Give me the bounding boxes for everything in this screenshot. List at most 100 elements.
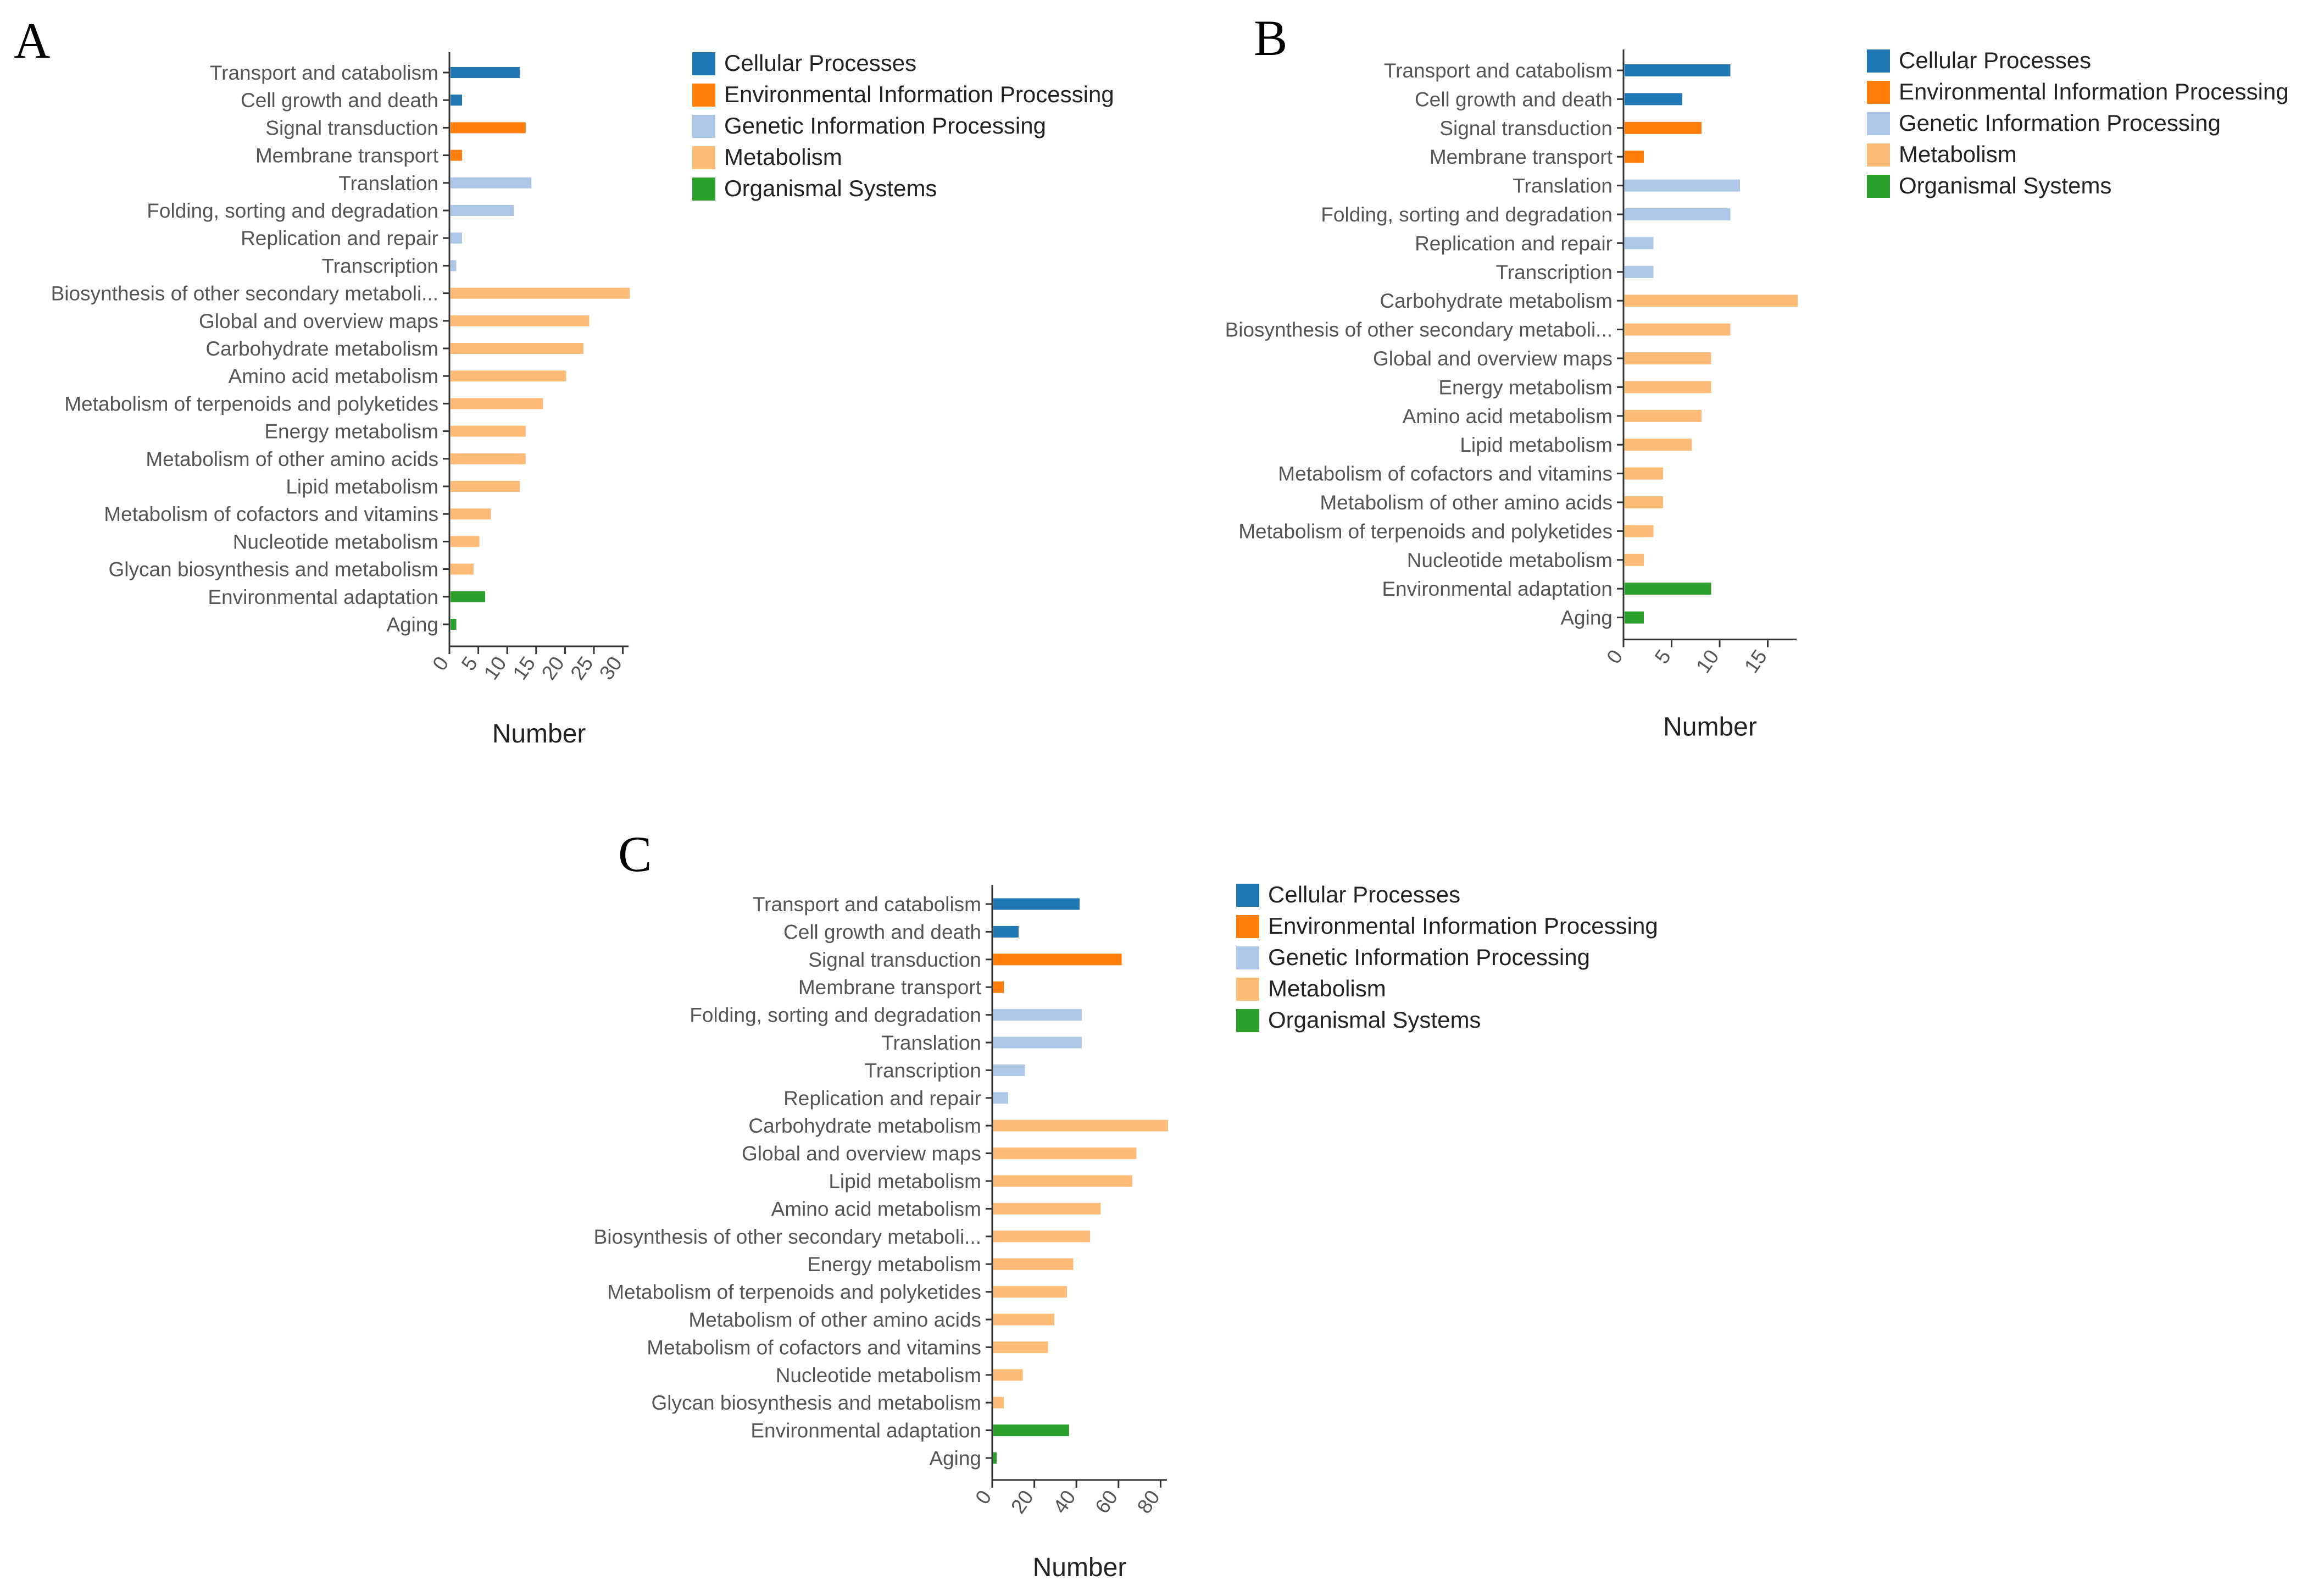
bar	[451, 67, 520, 78]
bar	[993, 1119, 1168, 1132]
x-tick-label: 5	[1650, 646, 1675, 668]
x-tick-label: 15	[508, 652, 540, 684]
bar	[993, 1369, 1023, 1381]
legend-swatch	[692, 178, 715, 201]
category-label: Signal transduction	[265, 117, 438, 139]
bar	[1625, 323, 1731, 336]
legend-label: Genetic Information Processing	[724, 113, 1046, 138]
category-label: Translation	[1513, 175, 1613, 197]
category-label: Replication and repair	[1415, 232, 1613, 254]
bar	[1625, 265, 1654, 278]
category-label: Metabolism of cofactors and vitamins	[647, 1336, 981, 1359]
category-label: Glycan biosynthesis and metabolism	[108, 558, 438, 581]
bar	[1625, 553, 1644, 566]
bar	[451, 149, 463, 161]
category-label: Amino acid metabolism	[1403, 405, 1613, 428]
x-tick-label: 10	[480, 652, 511, 684]
legend-swatch	[1867, 175, 1890, 198]
bar	[451, 205, 514, 216]
bar	[1625, 208, 1731, 220]
bar	[993, 898, 1080, 910]
category-label: Translation	[338, 172, 438, 195]
category-label: Transport and catabolism	[1384, 59, 1613, 82]
category-label: Nucleotide metabolism	[776, 1364, 981, 1387]
legend-label: Organismal Systems	[1899, 173, 2111, 198]
category-label: Folding, sorting and degradation	[690, 1004, 981, 1027]
category-label: Lipid metabolism	[286, 475, 438, 498]
bar	[993, 1424, 1069, 1437]
category-label: Aging	[386, 613, 438, 636]
x-tick-label: 20	[1007, 1486, 1038, 1517]
x-tick-label: 15	[1740, 646, 1771, 677]
bar	[451, 481, 520, 492]
category-label: Energy metabolism	[264, 420, 438, 443]
chart-panel-b: B Transport and catabolism Cell growth and…	[1225, 10, 2289, 742]
bar	[993, 1202, 1101, 1215]
category-label: Replication and repair	[783, 1087, 981, 1110]
x-tick-label: 20	[537, 652, 569, 684]
category-label: Biosynthesis of other secondary metaboli…	[51, 282, 438, 305]
bar	[451, 260, 457, 271]
bar	[1625, 439, 1692, 451]
chart-panel-c: C Transport and catabolism Cell growth and…	[594, 826, 1658, 1582]
x-tick-label: 0	[428, 652, 453, 674]
category-label: Metabolism of other amino acids	[1320, 491, 1613, 514]
bar	[451, 563, 474, 575]
category-label: Metabolism of other amino acids	[146, 448, 438, 470]
x-tick-label: 0	[971, 1486, 996, 1508]
category-label: Metabolism of terpenoids and polyketides	[1238, 520, 1613, 542]
bar	[1625, 151, 1644, 163]
bar	[993, 1064, 1025, 1076]
category-label: Transcription	[322, 254, 438, 277]
category-label: Energy metabolism	[1438, 376, 1613, 398]
bar	[1625, 121, 1702, 134]
category-label: Carbohydrate metabolism	[1380, 290, 1613, 312]
bar	[1625, 583, 1711, 595]
category-label: Carbohydrate metabolism	[205, 337, 438, 360]
x-tick-label: 80	[1133, 1486, 1164, 1517]
bar	[993, 1341, 1048, 1353]
bar	[451, 370, 566, 382]
x-tick-label: 25	[566, 652, 597, 684]
bar	[993, 925, 1019, 938]
bar	[451, 232, 463, 244]
legend-swatch	[1236, 915, 1259, 938]
bar	[451, 453, 526, 464]
category-label: Folding, sorting and degradation	[147, 199, 438, 222]
panel-letter: B	[1254, 10, 1287, 66]
category-label: Global and overview maps	[199, 310, 438, 332]
category-label: Environmental adaptation	[208, 586, 438, 608]
bar	[993, 1313, 1055, 1326]
bar	[451, 591, 486, 602]
category-label: Membrane transport	[255, 145, 439, 167]
bar	[1625, 381, 1711, 393]
bar	[1625, 93, 1682, 106]
bar	[1625, 352, 1711, 364]
category-label: Global and overview maps	[742, 1143, 981, 1165]
category-label: Signal transduction	[1439, 117, 1613, 140]
category-label: Membrane transport	[1430, 146, 1613, 168]
category-label: Metabolism of terpenoids and polyketides	[64, 392, 438, 415]
legend-label: Metabolism	[1899, 141, 2017, 167]
legend-swatch	[692, 52, 715, 75]
category-label: Cell growth and death	[1415, 88, 1613, 110]
bar	[1625, 525, 1654, 537]
x-tick-label: 30	[595, 652, 626, 684]
x-axis-title: Number	[1033, 1553, 1127, 1582]
category-label: Signal transduction	[808, 949, 981, 971]
x-tick-label: 0	[1602, 646, 1627, 668]
legend-swatch	[1867, 49, 1890, 73]
bar	[451, 177, 532, 189]
bar	[993, 1175, 1132, 1187]
legend-label: Organismal Systems	[1268, 1007, 1481, 1033]
category-label: Aging	[1560, 607, 1613, 629]
category-label: Biosynthesis of other secondary metaboli…	[594, 1226, 981, 1248]
chart-panel-a: A Transport and catabolism Cell growth and…	[14, 13, 1114, 749]
bar	[993, 1396, 1004, 1409]
bar	[993, 981, 1004, 993]
category-label: Folding, sorting and degradation	[1321, 203, 1613, 226]
category-label: Energy metabolism	[807, 1253, 981, 1276]
category-label: Environmental adaptation	[750, 1420, 981, 1442]
category-label: Metabolism of cofactors and vitamins	[1278, 463, 1613, 485]
bar	[993, 1230, 1091, 1243]
